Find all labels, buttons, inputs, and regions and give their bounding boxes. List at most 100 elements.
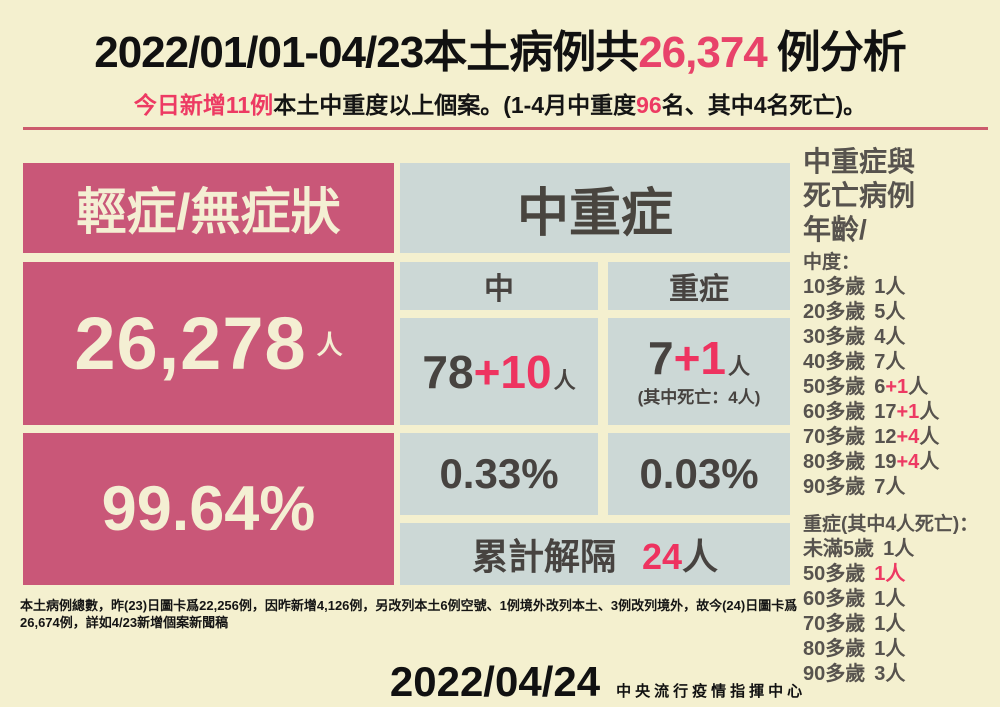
severe-age-row: 80多歲 1人 [803,637,999,662]
age-label: 40多歲 [803,351,866,373]
age-label: 10多歲 [803,276,866,298]
moderate-percent-box: 0.33% [400,433,598,515]
age-count: 1人 [874,613,906,635]
severe-count-plus: +1 [673,332,727,384]
age-count-base: 19 [874,451,897,473]
age-label: 80多歲 [803,451,866,473]
age-count: 1人 [874,563,906,585]
age-count: 3人 [874,663,906,685]
age-label: 80多歲 [803,638,866,660]
severe-count-box: 7+1人 (其中死亡：4人) [608,318,790,425]
age-count-base: 5 [874,301,886,323]
age-label: 60多歲 [803,401,866,423]
age-label: 90多歲 [803,476,866,498]
age-label: 50多歲 [803,376,866,398]
age-count-plus: +1 [896,401,920,423]
age-count: 1人 [874,638,906,660]
age-count-unit: 人 [885,476,906,498]
moderate-severe-header-label: 中重症 [516,184,673,243]
age-count-base: 1 [874,276,886,298]
age-count-base: 6 [874,376,886,398]
age-count-plus: +4 [896,451,920,473]
footnote-line2: 26,674例，詳如4/23新增個案新聞稿 [20,615,229,630]
severe-age-row: 60多歲 1人 [803,587,999,612]
moderate-ages-label: 中度： [803,252,861,273]
age-count-unit: 人 [919,401,940,423]
age-count-base: 4 [874,326,886,348]
moderate-percent: 0.33% [439,450,559,497]
moderate-age-row: 90多歲 7人 [803,475,999,500]
age-count-base: 12 [874,426,897,448]
subtitle: 今日新增11例本土中重度以上個案。(1-4月中重度96名、其中4名死亡)。 [0,86,1000,120]
age-count: 1人 [874,588,906,610]
age-count-base: 7 [874,476,886,498]
severe-column-label: 重症 [669,273,729,306]
moderate-age-row: 70多歲 12+4人 [803,425,999,450]
severe-ages-label: 重症(其中4人死亡)： [803,514,979,535]
age-label: 70多歲 [803,426,866,448]
moderate-count-unit: 人 [553,367,576,393]
severe-percent-box: 0.03% [608,433,790,515]
moderate-severe-header-box: 中重症 [400,163,790,253]
mild-count-box: 26,278 人 [23,262,394,425]
moderate-age-row: 80多歲 19+4人 [803,450,999,475]
severe-death-note: (其中死亡：4人) [637,388,761,407]
moderate-count-base: 78 [422,345,474,398]
severe-age-row: 50多歲 1人 [803,562,999,587]
age-label: 70多歲 [803,613,866,635]
age-label: 未滿5歲 [803,538,875,560]
moderate-column-label: 中 [484,273,514,306]
moderate-age-row: 30多歲 4人 [803,325,999,350]
title-pre: 2022/01/01-04/23本土病例共 [94,28,639,77]
sidebar-title: 中重症與 死亡病例 年齡/ [803,145,999,247]
moderate-age-row: 40多歲 7人 [803,350,999,375]
severe-count-base: 7 [647,332,674,384]
footnote: 本土病例總數，昨(23)日圖卡爲22,256例，因昨新增4,126例，另改列本土… [20,597,802,631]
sidebar-title-line2: 死亡病例 [803,180,916,211]
footer: 2022/04/24 中央流行疫情指揮中心 [98,658,1000,706]
age-count-unit: 人 [885,351,906,373]
age-count: 1人 [883,538,915,560]
released-isolation-label: 累計解隔 [471,536,616,577]
subtitle-text-2: 名、其中4名死亡)。 [661,92,867,118]
subtitle-new-cases: 今日新增11例 [133,92,274,118]
page-title: 2022/01/01-04/23本土病例共26,374 例分析 [0,16,1000,80]
age-label: 20多歲 [803,301,866,323]
age-count-plus: +1 [885,376,909,398]
age-count-base: 17 [874,401,897,423]
age-count-base: 7 [874,351,886,373]
age-count-plus: +4 [896,426,920,448]
age-label: 60多歲 [803,588,866,610]
divider-line [23,127,988,130]
moderate-count-box: 78+10人 [400,318,598,425]
mild-header-box: 輕症/無症狀 [23,163,394,253]
released-isolation-box: 累計解隔 24人 [400,523,790,585]
released-isolation-unit: 人 [682,536,719,577]
severe-percent: 0.03% [639,450,759,497]
footer-date: 2022/04/24 [389,658,601,705]
sidebar-title-line1: 中重症與 [803,146,916,177]
mild-header-label: 輕症/無症狀 [76,184,341,240]
mild-percent: 99.64% [101,474,316,544]
severe-count: 7+1人 [648,335,750,381]
title-total-count: 26,374 [638,28,768,77]
age-count-unit: 人 [885,301,906,323]
moderate-age-row: 60多歲 17+1人 [803,400,999,425]
moderate-age-row: 10多歲 1人 [803,275,999,300]
age-label: 30多歲 [803,326,866,348]
mild-count-unit: 人 [316,330,343,360]
moderate-count-plus: +10 [473,345,552,398]
moderate-age-row: 50多歲 6+1人 [803,375,999,400]
severe-column-header: 重症 [608,262,790,310]
footer-organization: 中央流行疫情指揮中心 [616,683,807,700]
mild-count: 26,278 [74,302,307,385]
age-breakdown-sidebar: 中重症與 死亡病例 年齡/ 中度： 10多歲 1人 20多歲 5人 30多歲 4人 [803,145,999,687]
footnote-line1: 本土病例總數，昨(23)日圖卡爲22,256例，因昨新增4,126例，另改列本土… [20,598,798,613]
age-label: 90多歲 [803,663,866,685]
released-isolation-value: 24人 [641,536,719,577]
age-count-unit: 人 [908,376,929,398]
severe-age-row: 90多歲 3人 [803,662,999,687]
severe-ages-list: 未滿5歲 1人 50多歲 1人 60多歲 1人 70多歲 1人 80多歲 1人 [803,537,999,687]
age-label: 50多歲 [803,563,866,585]
